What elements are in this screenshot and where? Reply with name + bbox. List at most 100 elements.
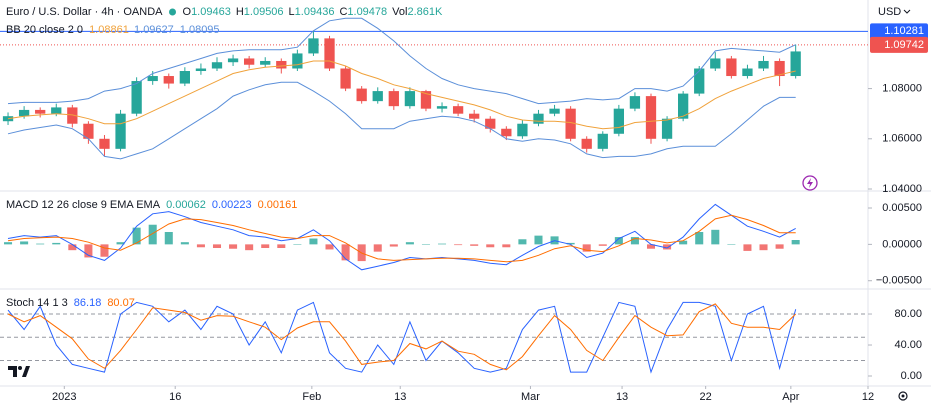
indicator-legend: MACD 12 26 close 9 EMA EMA 0.00062 0.00223… [6, 199, 297, 211]
candle-body [131, 81, 142, 114]
x-tick-label: 22 [700, 391, 712, 403]
ohlc-legend: O1.09463 H1.09506 L1.09436 C1.09478 Vol2.861… [183, 6, 443, 18]
logo-part [22, 366, 30, 377]
histogram-bar [775, 244, 784, 249]
ohlc-label: O [183, 6, 192, 18]
histogram-bar [148, 224, 157, 245]
histogram-bar [598, 244, 607, 246]
x-tick-label: 16 [169, 391, 181, 403]
histogram-bar [663, 244, 672, 250]
candle-body [51, 107, 62, 114]
x-tick-label: Mar [521, 391, 540, 403]
x-tick-label: Apr [782, 391, 799, 403]
histogram-bar [68, 244, 77, 251]
histogram-bar [454, 244, 463, 246]
candle-body [18, 109, 30, 117]
y-tick-label: 0.00500 [882, 202, 922, 214]
histogram-bar [164, 232, 173, 245]
indicator-name: MACD 12 26 close 9 EMA EMA [6, 199, 161, 211]
settings-icon[interactable] [898, 391, 908, 401]
candle-body [678, 93, 689, 119]
x-tick-label: 13 [616, 391, 628, 403]
currency-dropdown[interactable] [903, 9, 911, 14]
candle-body [726, 58, 737, 77]
legend-value: 1.08861 [89, 24, 129, 36]
candle-body [115, 113, 126, 149]
candle-body [292, 53, 303, 69]
candle-body [340, 68, 351, 89]
legend-value: 1.09627 [134, 24, 174, 36]
histogram-bar [100, 244, 109, 257]
histogram-bar [52, 242, 61, 245]
legend-value: 86.18 [74, 297, 102, 309]
y-tick-label: 0.00000 [882, 238, 922, 250]
alert-icon[interactable] [802, 175, 818, 191]
candle-body [404, 91, 416, 107]
candle-body [244, 58, 255, 65]
indicator-line [7, 301, 797, 374]
legend-value: 1.08095 [180, 24, 220, 36]
candle-body [613, 108, 624, 134]
histogram-bar [84, 244, 93, 258]
logo[interactable] [8, 366, 30, 377]
candle-body [179, 71, 190, 84]
histogram-bar [486, 244, 495, 248]
y-tick-label: 40.00 [894, 339, 922, 351]
candle-body [565, 108, 576, 139]
histogram-bar [646, 244, 656, 249]
y-tick-label: −0.00500 [876, 275, 922, 287]
market-status[interactable] [169, 8, 176, 16]
y-tick-label: 80.00 [894, 308, 922, 320]
candle-body [211, 62, 223, 69]
logo-part [18, 366, 22, 370]
legend-value: 0.00062 [166, 199, 206, 211]
legend-value: 0.00223 [212, 199, 252, 211]
candle-body [420, 91, 432, 109]
histogram-bar [614, 237, 623, 245]
price-label-box [870, 23, 928, 40]
gear [898, 391, 908, 401]
candle-body [452, 106, 464, 114]
candle-body [597, 133, 608, 149]
ohlc-label: Vol [392, 6, 407, 18]
x-tick-label: 13 [394, 391, 406, 403]
candle-body [694, 68, 705, 94]
histogram-bar [743, 244, 752, 251]
candle-body [549, 108, 560, 114]
alert-bolt [807, 178, 813, 188]
candle-body [758, 60, 769, 69]
x-tick-label: 12 [862, 391, 874, 403]
indicator-line [7, 17, 796, 105]
currency[interactable]: USD [878, 6, 901, 18]
ohlc-value: 1.09463 [191, 6, 231, 18]
price-label: 1.10281 [884, 25, 924, 37]
histogram-bar [534, 235, 543, 245]
candle-body [308, 38, 319, 54]
indicator-name: BB 20 close 2 0 [6, 24, 83, 36]
histogram-bar [727, 244, 736, 245]
ohlc-label: H [236, 6, 244, 18]
candle-body [485, 118, 496, 129]
candle-body [629, 96, 641, 109]
histogram-bar [309, 238, 318, 245]
histogram-bar [116, 242, 125, 245]
histogram-bar [261, 244, 270, 248]
candle-body [517, 123, 528, 137]
histogram-bar [293, 244, 302, 245]
histogram-bar [20, 241, 29, 245]
legend-value: 80.07 [107, 297, 135, 309]
candle-body [645, 96, 657, 139]
ohlc-label: C [339, 6, 347, 18]
symbol-title: Euro / U.S. Dollar · 4h · OANDA [6, 6, 163, 18]
histogram-bar [4, 242, 13, 245]
histogram-bar [438, 243, 447, 245]
candle-body [324, 38, 335, 69]
gear-center [901, 394, 905, 398]
candle-body [742, 68, 753, 77]
alert-circle [802, 175, 818, 191]
ohlc-label: L [289, 6, 295, 18]
histogram-bar [695, 232, 704, 245]
candle-body [790, 51, 801, 77]
histogram-bar [711, 229, 720, 245]
